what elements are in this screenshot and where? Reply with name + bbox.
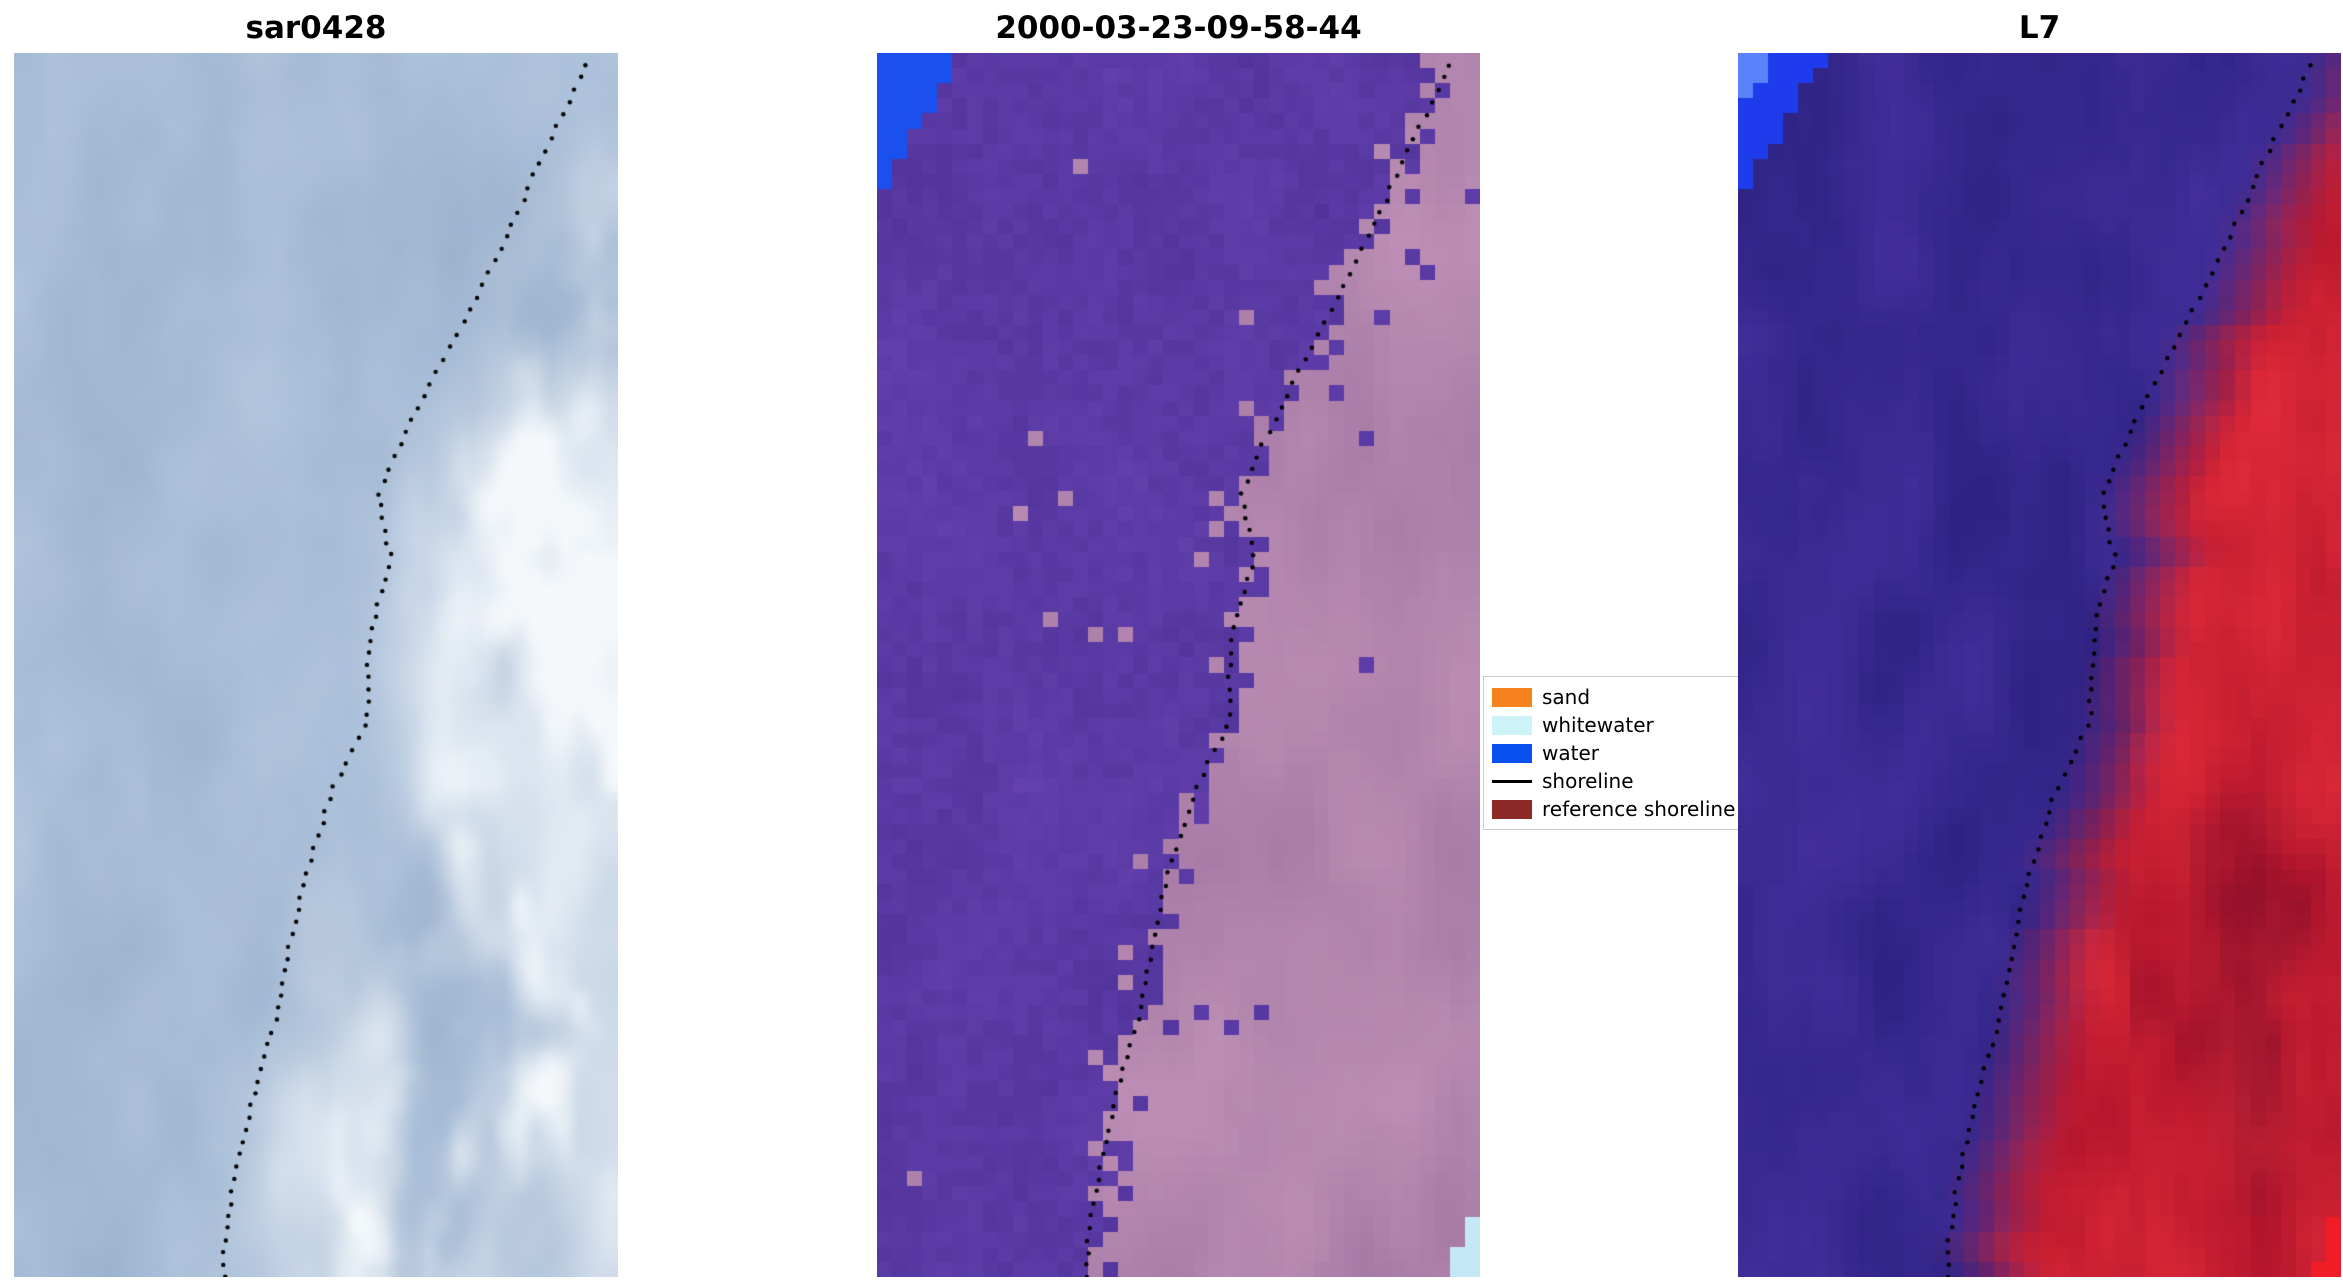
legend-row-reference-shoreline: reference shoreline [1492, 795, 1736, 823]
legend-label-sand: sand [1542, 685, 1591, 709]
reference-shoreline-swatch [1492, 799, 1532, 819]
whitewater-swatch [1492, 715, 1532, 735]
panel-title-l7: L7 [2018, 10, 2061, 46]
sand-swatch [1492, 687, 1532, 707]
panel-title-sar0428: sar0428 [245, 10, 387, 46]
legend: sand whitewater water shoreline referenc… [1483, 676, 1745, 830]
legend-row-water: water [1492, 739, 1736, 767]
legend-row-sand: sand [1492, 683, 1736, 711]
classified-image-canvas [877, 53, 1480, 1277]
legend-label-shoreline: shoreline [1542, 769, 1634, 793]
legend-label-water: water [1542, 741, 1599, 765]
l7-image-canvas [1738, 53, 2341, 1277]
legend-label-whitewater: whitewater [1542, 713, 1654, 737]
shoreline-line-swatch [1492, 779, 1532, 783]
legend-label-reference-shoreline: reference shoreline [1542, 797, 1736, 821]
panel-title-date: 2000-03-23-09-58-44 [995, 10, 1362, 46]
legend-row-whitewater: whitewater [1492, 711, 1736, 739]
sar-image-canvas [14, 53, 618, 1277]
water-swatch [1492, 743, 1532, 763]
legend-row-shoreline: shoreline [1492, 767, 1736, 795]
